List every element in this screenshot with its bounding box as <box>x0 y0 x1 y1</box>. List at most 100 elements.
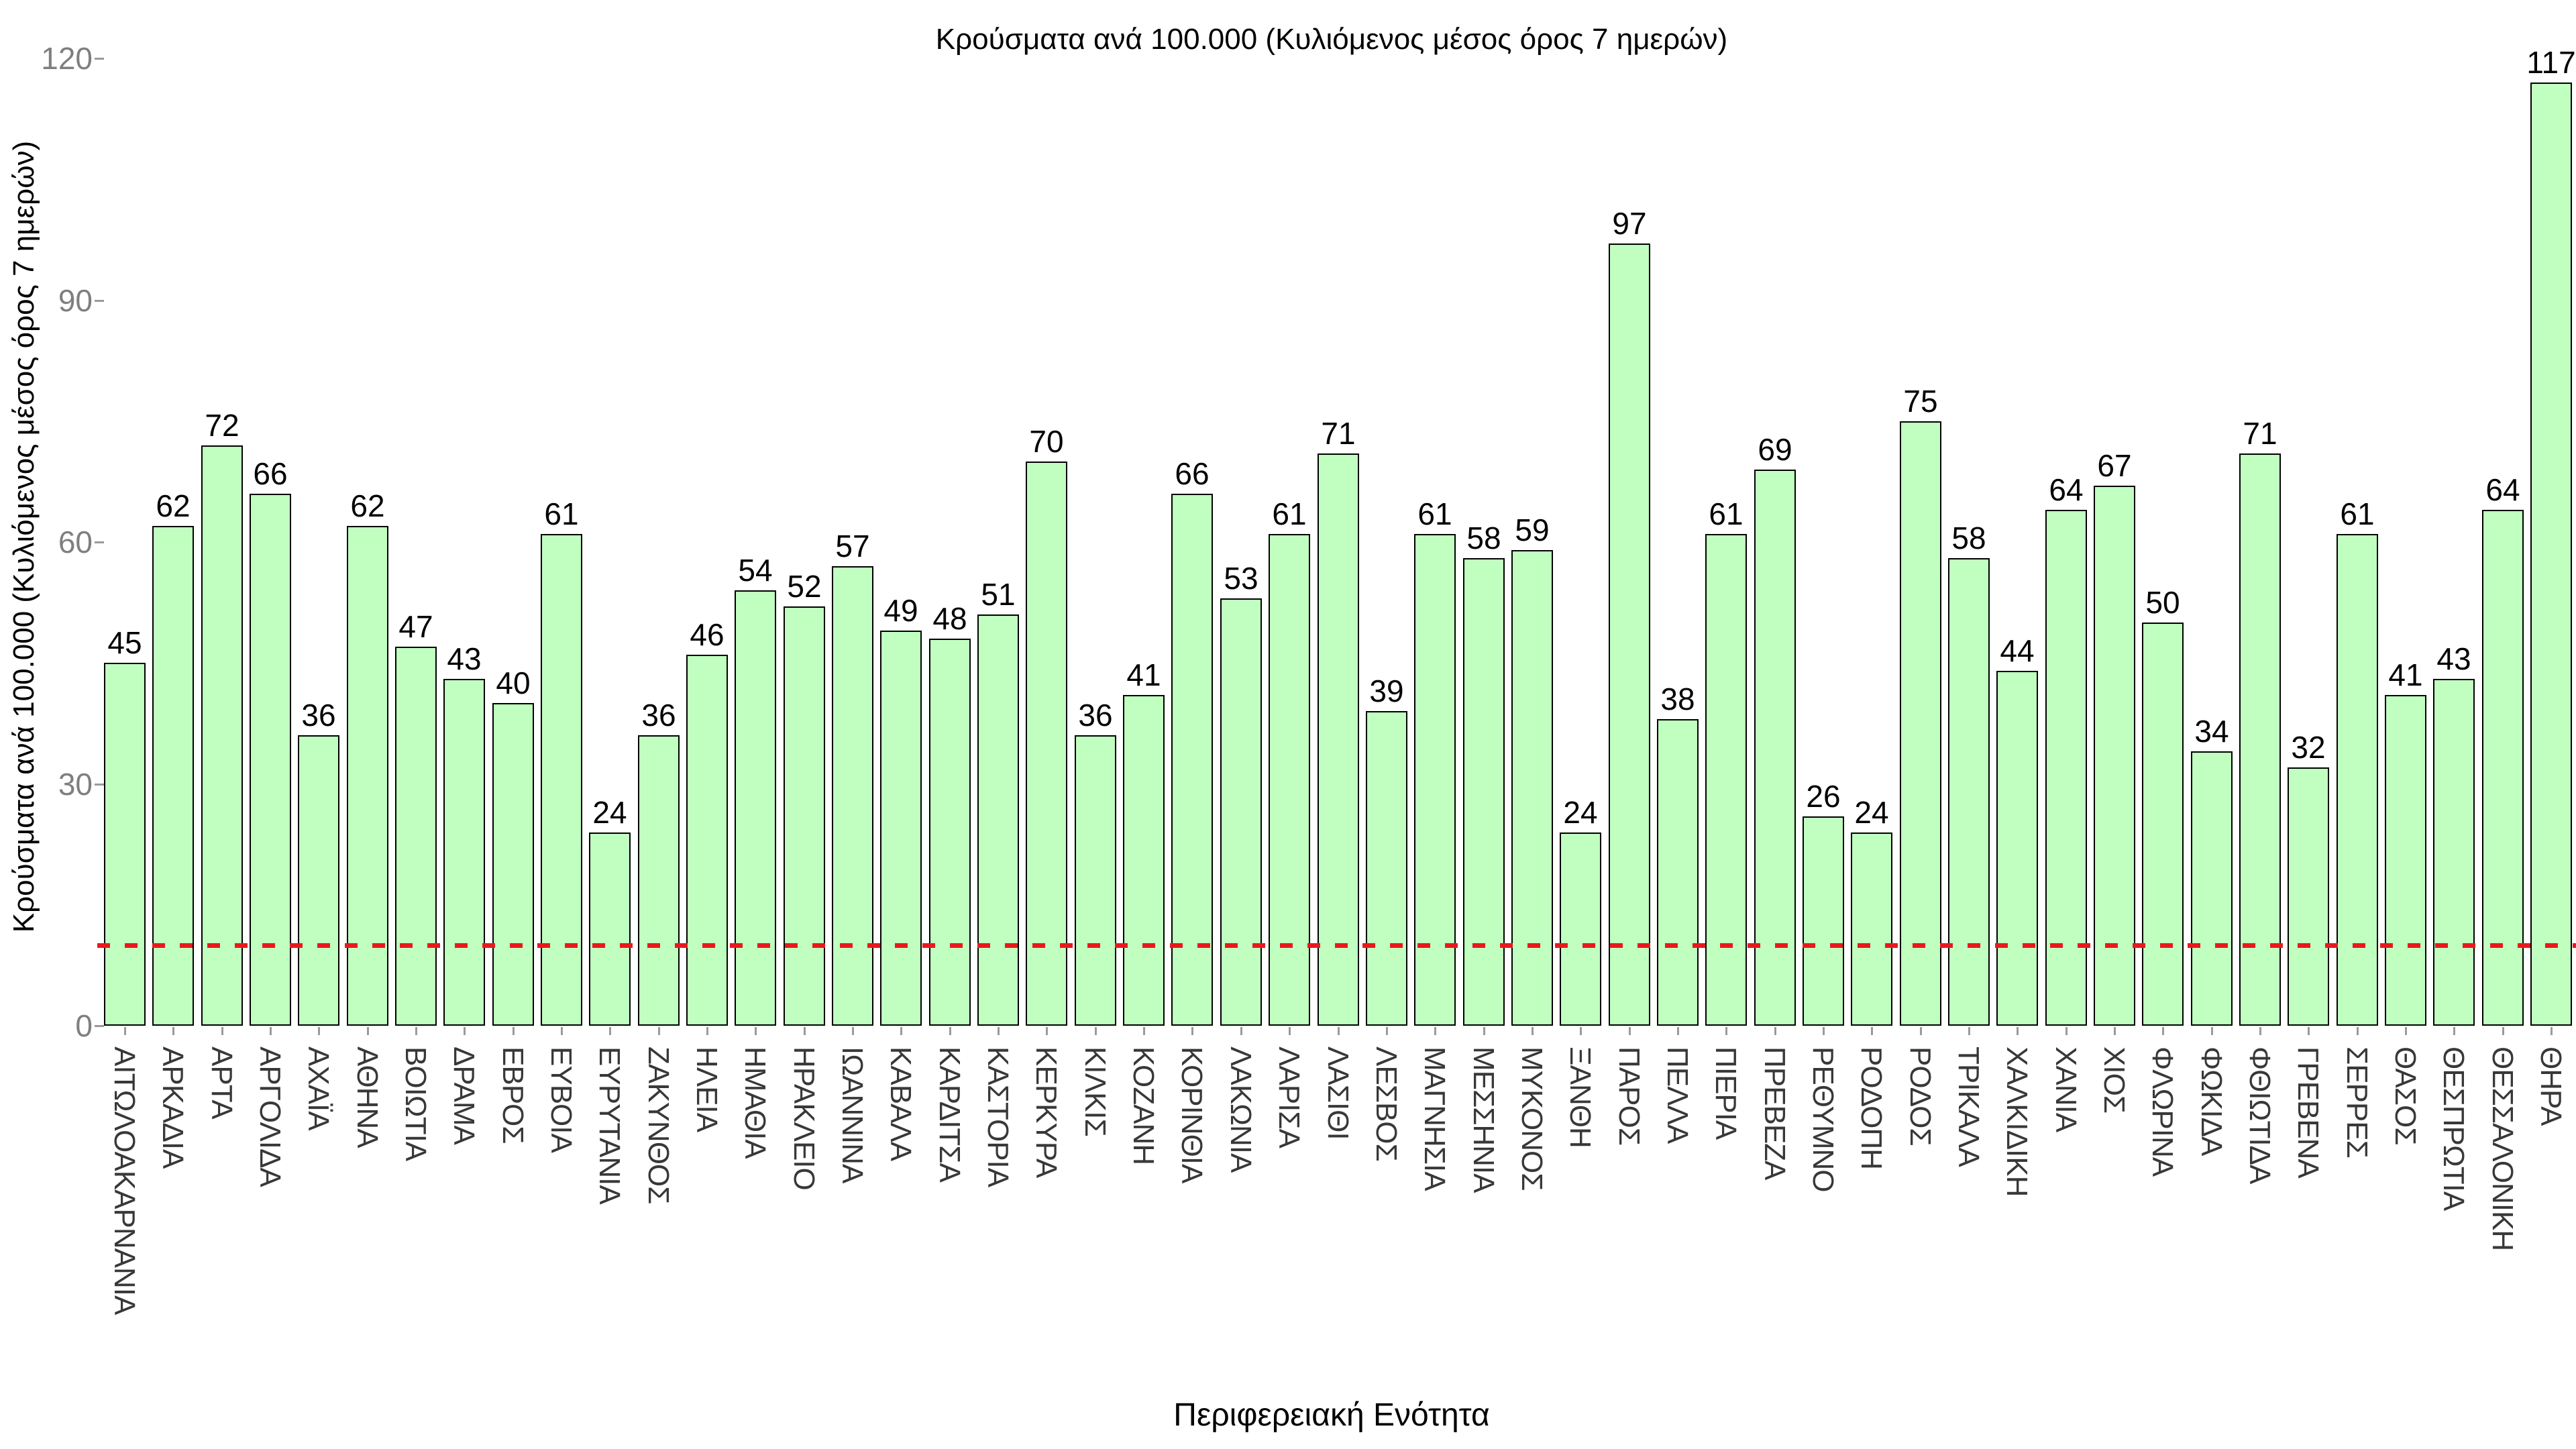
bar-ΑΙΤΩΛΟΑΚΑΡΝΑΝΙΑ <box>104 663 146 1026</box>
x-tick-mark <box>2453 1027 2455 1035</box>
bar-ΦΛΩΡΙΝΑ <box>2142 623 2184 1026</box>
value-label: 69 <box>1758 432 1792 467</box>
x-tick-mark <box>706 1027 708 1035</box>
x-tick-mark <box>804 1027 806 1035</box>
x-tick-label: ΑΡΚΑΔΙΑ <box>156 1046 189 1169</box>
x-tick-mark <box>464 1027 466 1035</box>
x-tick-label: ΚΟΡΙΝΘΙΑ <box>1175 1046 1208 1183</box>
value-label: 72 <box>205 408 239 443</box>
value-label: 45 <box>107 625 142 660</box>
bar-ΘΕΣΣΑΛΟΝΙΚΗ <box>2482 510 2524 1026</box>
x-tick-mark <box>2114 1027 2116 1035</box>
x-tick-mark <box>1191 1027 1193 1035</box>
value-label: 32 <box>2291 730 2326 765</box>
value-label: 61 <box>544 496 579 531</box>
x-tick-label: ΡΟΔΟΠΗ <box>1855 1046 1888 1169</box>
x-tick-label: ΛΕΣΒΟΣ <box>1370 1046 1403 1161</box>
x-tick-label: ΔΡΑΜΑ <box>447 1046 480 1144</box>
x-tick-mark <box>1434 1027 1436 1035</box>
x-tick-label: ΗΡΑΚΛΕΙΟ <box>788 1046 820 1190</box>
value-label: 26 <box>1806 779 1841 814</box>
x-tick-label: ΧΙΟΣ <box>2098 1046 2131 1113</box>
x-tick-label: ΡΟΔΟΣ <box>1904 1046 1937 1146</box>
bar-ΑΘΗΝΑ <box>347 526 388 1026</box>
bar-ΜΕΣΣΗΝΙΑ <box>1463 558 1505 1026</box>
bar-ΡΟΔΟΠΗ <box>1851 833 1892 1026</box>
bar-ΖΑΚΥΝΘΟΣ <box>638 735 680 1026</box>
x-tick-mark <box>221 1027 223 1035</box>
x-tick-label: ΓΡΕΒΕΝΑ <box>2292 1046 2324 1178</box>
value-label: 41 <box>1126 657 1161 692</box>
value-label: 36 <box>301 698 336 733</box>
x-tick-label: ΦΩΚΙΔΑ <box>2195 1046 2228 1156</box>
x-tick-label: ΜΑΓΝΗΣΙΑ <box>1418 1046 1451 1191</box>
value-label: 43 <box>447 641 482 676</box>
x-tick-mark <box>124 1027 126 1035</box>
bar-ΦΘΙΩΤΙΔΑ <box>2239 453 2281 1026</box>
value-label: 59 <box>1515 513 1550 547</box>
bar-ΠΑΡΟΣ <box>1609 244 1650 1026</box>
x-tick-mark <box>900 1027 902 1035</box>
value-label: 52 <box>787 569 822 604</box>
x-tick-mark <box>2017 1027 2019 1035</box>
value-label: 51 <box>981 577 1016 612</box>
x-tick-mark <box>2551 1027 2553 1035</box>
value-label: 64 <box>2485 472 2520 507</box>
x-tick-mark <box>998 1027 1000 1035</box>
bar-ΧΑΝΙΑ <box>2045 510 2087 1026</box>
x-tick-mark <box>318 1027 320 1035</box>
x-tick-label: ΦΘΙΩΤΙΔΑ <box>2243 1046 2276 1184</box>
value-label: 71 <box>2243 416 2277 451</box>
x-tick-mark <box>609 1027 611 1035</box>
bar-ΙΩΑΝΝΙΝΑ <box>832 566 873 1026</box>
x-tick-mark <box>658 1027 660 1035</box>
bar-ΕΥΡΥΤΑΝΙΑ <box>589 833 631 1026</box>
value-label: 36 <box>641 698 676 733</box>
x-tick-label: ΘΑΣΟΣ <box>2389 1046 2422 1145</box>
bar-ΗΜΑΘΙΑ <box>735 590 776 1026</box>
bar-ΚΟΡΙΝΘΙΑ <box>1171 494 1213 1026</box>
x-tick-label: ΚΑΒΑΛΑ <box>884 1046 917 1161</box>
bar-ΘΑΣΟΣ <box>2385 695 2426 1026</box>
x-tick-label: ΜΥΚΟΝΟΣ <box>1515 1046 1548 1191</box>
value-label: 62 <box>350 488 385 523</box>
x-tick-label: ΚΑΣΤΟΡΙΑ <box>981 1046 1014 1187</box>
x-tick-label: ΗΛΕΙΑ <box>690 1046 723 1132</box>
value-label: 38 <box>1660 682 1695 716</box>
y-tick-mark <box>95 541 104 543</box>
value-label: 49 <box>883 593 918 628</box>
value-label: 36 <box>1078 698 1113 733</box>
value-label: 61 <box>1709 496 1743 531</box>
y-tick-label: 90 <box>58 282 93 318</box>
y-tick-label: 60 <box>58 525 93 559</box>
value-label: 54 <box>738 553 773 588</box>
x-tick-mark <box>1095 1027 1097 1035</box>
value-label: 67 <box>2097 448 2132 483</box>
x-tick-label: ΠΑΡΟΣ <box>1613 1046 1646 1145</box>
bar-ΜΑΓΝΗΣΙΑ <box>1414 534 1456 1026</box>
x-tick-label: ΑΧΑΪΑ <box>302 1046 335 1130</box>
value-label: 24 <box>1563 795 1598 830</box>
bar-ΑΡΚΑΔΙΑ <box>152 526 194 1026</box>
x-tick-label: ΠΙΕΡΙΑ <box>1709 1046 1742 1140</box>
x-tick-mark <box>2502 1027 2504 1035</box>
value-label: 50 <box>2145 585 2180 620</box>
x-tick-mark <box>852 1027 854 1035</box>
x-tick-label: ΠΡΕΒΕΖΑ <box>1758 1046 1791 1180</box>
y-tick-mark <box>95 58 104 60</box>
x-tick-mark <box>1143 1027 1145 1035</box>
value-label: 62 <box>156 488 191 523</box>
x-tick-label: ΕΒΡΟΣ <box>496 1046 529 1144</box>
x-tick-mark <box>1289 1027 1291 1035</box>
value-label: 53 <box>1224 561 1258 596</box>
x-tick-mark <box>1338 1027 1340 1035</box>
bar-ΛΑΣΙΘΙ <box>1318 453 1359 1026</box>
bar-ΒΟΙΩΤΙΑ <box>395 647 437 1026</box>
value-label: 44 <box>2000 633 2035 668</box>
bar-ΛΑΚΩΝΙΑ <box>1220 598 1262 1026</box>
bar-ΓΡΕΒΕΝΑ <box>2288 767 2329 1026</box>
value-label: 34 <box>2194 714 2229 749</box>
x-tick-label: ΞΑΝΘΗ <box>1564 1046 1597 1148</box>
x-tick-label: ΒΟΙΩΤΙΑ <box>399 1046 432 1161</box>
